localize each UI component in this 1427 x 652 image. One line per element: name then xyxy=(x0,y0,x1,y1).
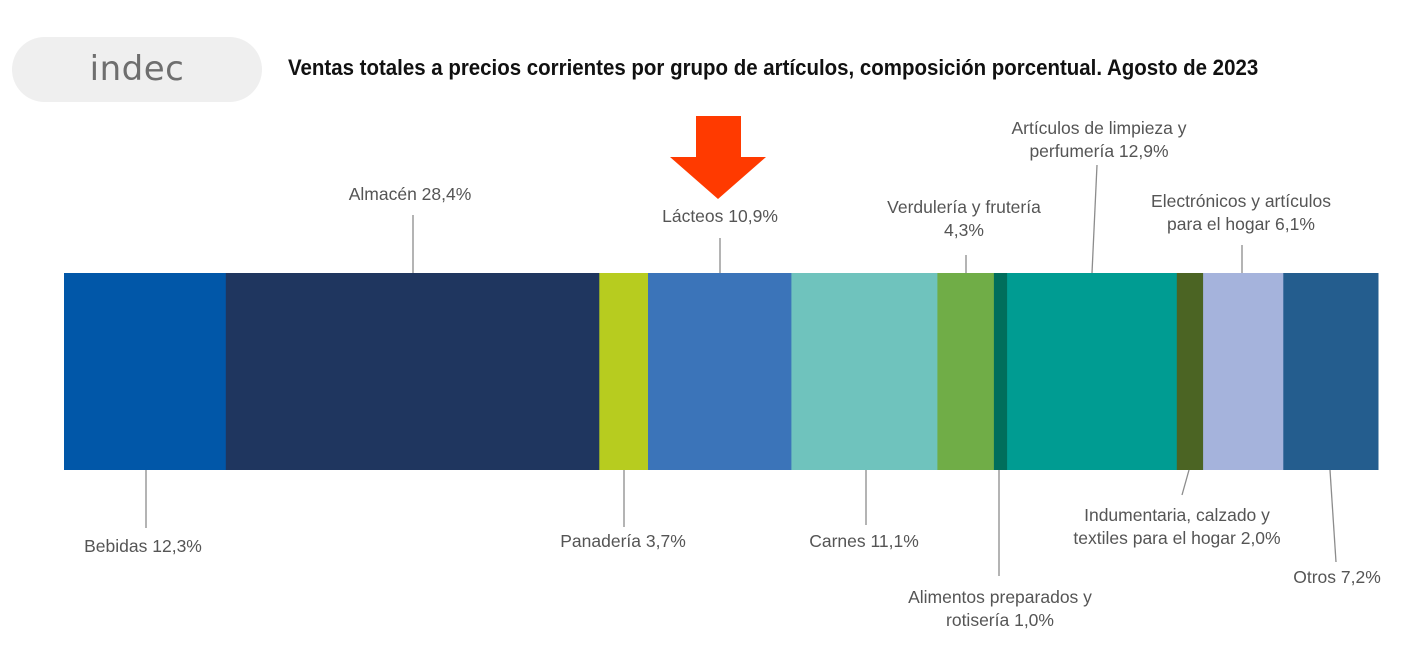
indec-logo: indec xyxy=(12,37,262,102)
segment-label: Alimentos preparados y rotisería 1,0% xyxy=(908,586,1092,632)
segment-label-line: para el hogar 6,1% xyxy=(1167,214,1315,234)
segment-label: Indumentaria, calzado y textiles para el … xyxy=(1073,504,1280,550)
segment-label: Lácteos 10,9% xyxy=(662,205,778,228)
segment-label: Electrónicos y artículos para el hogar 6,… xyxy=(1151,190,1331,236)
segment-label: Verdulería y frutería 4,3% xyxy=(887,196,1041,242)
leader-line xyxy=(1181,469,1190,496)
segment-label-line: Almacén 28,4% xyxy=(348,184,472,204)
segment-label-line: Artículos de limpieza y xyxy=(1011,118,1187,138)
bar-segment xyxy=(1007,273,1178,470)
segment-label-line: Electrónicos y artículos xyxy=(1151,191,1331,211)
segment-label-line: Lácteos 10,9% xyxy=(662,206,778,226)
bar-segment xyxy=(64,273,227,470)
segment-label: Bebidas 12,3% xyxy=(84,535,202,558)
leader-line xyxy=(1329,469,1337,563)
segment-label-line: textiles para el hogar 2,0% xyxy=(1073,528,1281,548)
logo-text: indec xyxy=(89,49,185,89)
segment-label-line: Indumentaria, calzado y xyxy=(1084,505,1270,525)
bar-segment xyxy=(791,273,938,470)
chart-title: Ventas totales a precios corrientes por … xyxy=(288,55,1259,80)
leader-line xyxy=(1091,164,1098,274)
bar-segment xyxy=(937,273,995,470)
bar-segment xyxy=(1203,273,1284,470)
segment-label-line: Verdulería y frutería xyxy=(887,197,1041,217)
down-arrow-icon xyxy=(670,116,766,199)
segment-label-line: rotisería 1,0% xyxy=(946,610,1054,630)
segment-label: Artículos de limpieza y perfumería 12,9% xyxy=(1011,117,1186,163)
bar-segment xyxy=(993,273,1008,470)
segment-label: Almacén 28,4% xyxy=(349,183,472,206)
segment-label-line: 4,3% xyxy=(944,220,984,240)
segment-label: Carnes 11,1% xyxy=(809,530,919,553)
segment-label-line: Alimentos preparados y xyxy=(908,587,1092,607)
bar-segment xyxy=(225,273,600,470)
bar-segment xyxy=(648,273,792,470)
segment-label-line: Carnes 11,1% xyxy=(809,531,919,551)
bar-segment xyxy=(599,273,649,470)
segment-label-line: Panadería 3,7% xyxy=(560,531,686,551)
segment-label-line: Bebidas 12,3% xyxy=(84,536,202,556)
bar-segment xyxy=(1283,273,1379,470)
segment-label-line: Otros 7,2% xyxy=(1293,567,1381,587)
bar-segment xyxy=(1176,273,1204,470)
segment-label: Otros 7,2% xyxy=(1293,566,1381,589)
segment-label-line: perfumería 12,9% xyxy=(1029,141,1169,161)
segment-label: Panadería 3,7% xyxy=(560,530,686,553)
